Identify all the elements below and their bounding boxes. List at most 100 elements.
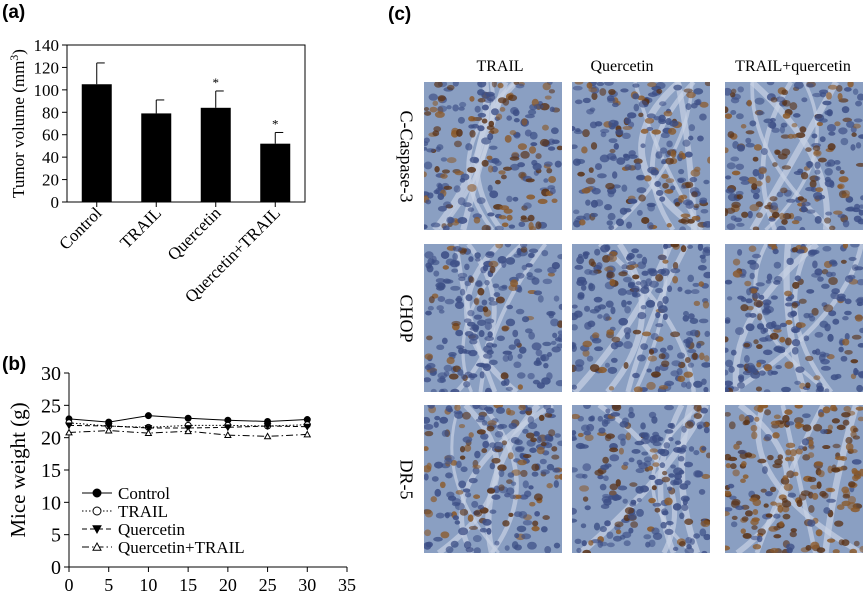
cell-nucleus: [795, 322, 806, 328]
cell-nucleus: [758, 167, 767, 175]
cell-nucleus: [663, 244, 673, 249]
cell-nucleus: [655, 151, 663, 159]
cell-nucleus: [611, 171, 618, 179]
cell-nucleus: [684, 151, 693, 158]
cell-nucleus: [582, 473, 588, 479]
cell-nucleus: [469, 375, 475, 380]
cell-nucleus: [814, 161, 821, 169]
cell-nucleus: [725, 545, 731, 551]
cell-nucleus: [602, 493, 610, 499]
cell-nucleus: [659, 101, 667, 107]
cell-nucleus: [614, 521, 624, 528]
cell-nucleus: [573, 364, 584, 372]
cell-nucleus: [701, 550, 708, 553]
cell-nucleus: [460, 466, 468, 473]
cell-nucleus: [829, 180, 835, 189]
cell-nucleus: [826, 538, 836, 543]
cell-nucleus: [816, 121, 824, 127]
cell-nucleus: [550, 127, 559, 135]
cell-nucleus: [751, 431, 758, 440]
cell-nucleus: [664, 429, 674, 434]
cell-nucleus: [544, 95, 552, 100]
cell-nucleus: [623, 327, 632, 335]
cell-nucleus: [833, 160, 841, 165]
cell-nucleus: [678, 541, 686, 547]
cell-nucleus: [683, 461, 694, 468]
cell-nucleus: [505, 257, 516, 265]
cell-nucleus: [433, 189, 440, 195]
cell-nucleus: [691, 191, 698, 198]
cell-nucleus: [528, 485, 534, 490]
cell-nucleus: [486, 342, 494, 348]
legend-marker: [92, 541, 102, 551]
cell-nucleus: [668, 473, 675, 478]
cell-nucleus: [725, 317, 731, 323]
cell-nucleus: [833, 210, 843, 215]
cell-nucleus: [520, 244, 528, 248]
cell-nucleus: [622, 125, 633, 130]
cell-nucleus: [648, 474, 656, 481]
cell-nucleus: [517, 353, 523, 359]
cell-nucleus: [831, 418, 840, 424]
cell-nucleus: [733, 443, 740, 450]
cell-nucleus: [502, 98, 510, 106]
cell-nucleus: [677, 352, 686, 359]
cell-nucleus: [791, 220, 800, 225]
cell-nucleus: [599, 483, 607, 491]
cell-nucleus: [529, 501, 536, 507]
cell-nucleus: [434, 461, 444, 469]
stroma-streak: [822, 405, 860, 553]
cell-nucleus: [616, 157, 626, 165]
cell-nucleus: [725, 359, 733, 368]
cell-nucleus: [481, 448, 488, 454]
cell-nucleus: [439, 481, 446, 489]
cell-nucleus: [770, 420, 781, 426]
cell-nucleus: [520, 246, 528, 253]
cell-nucleus: [558, 473, 562, 480]
cell-nucleus: [781, 165, 792, 170]
cell-nucleus: [625, 289, 634, 295]
cell-nucleus: [505, 318, 516, 327]
cell-nucleus: [730, 97, 740, 104]
cell-nucleus: [692, 352, 698, 360]
cell-nucleus: [703, 533, 710, 541]
cell-nucleus: [482, 440, 490, 449]
cell-nucleus: [643, 456, 653, 463]
cell-nucleus: [754, 97, 765, 105]
cell-nucleus: [433, 536, 443, 542]
cell-nucleus: [777, 454, 784, 461]
cell-nucleus: [635, 175, 645, 181]
cell-nucleus: [814, 461, 824, 466]
cell-nucleus: [664, 528, 674, 535]
cell-nucleus: [631, 285, 640, 292]
cell-nucleus: [526, 272, 533, 277]
cell-nucleus: [476, 305, 485, 313]
y-tick-label: 10: [41, 492, 61, 514]
y-tick-label: 120: [34, 58, 60, 77]
cell-nucleus: [521, 118, 528, 126]
cell-nucleus: [604, 204, 613, 211]
cell-nucleus: [443, 185, 453, 190]
cell-nucleus: [498, 469, 505, 478]
cell-nucleus: [614, 496, 621, 501]
cell-nucleus: [731, 201, 741, 209]
cell-nucleus: [582, 97, 591, 104]
cell-nucleus: [466, 321, 476, 327]
cell-nucleus: [677, 455, 685, 462]
cell-nucleus: [617, 433, 627, 441]
cell-nucleus: [684, 289, 692, 295]
cell-nucleus: [766, 273, 773, 281]
cell-nucleus: [677, 178, 685, 184]
cell-nucleus: [730, 109, 737, 116]
cell-nucleus: [455, 490, 464, 495]
significance-mark: *: [272, 116, 279, 131]
cell-nucleus: [802, 424, 812, 432]
cell-nucleus: [821, 492, 829, 499]
cell-nucleus: [756, 344, 763, 350]
cell-nucleus: [491, 82, 497, 88]
cell-nucleus: [582, 129, 590, 138]
cell-nucleus: [424, 446, 429, 452]
cell-nucleus: [658, 385, 669, 390]
cell-nucleus: [487, 331, 493, 338]
